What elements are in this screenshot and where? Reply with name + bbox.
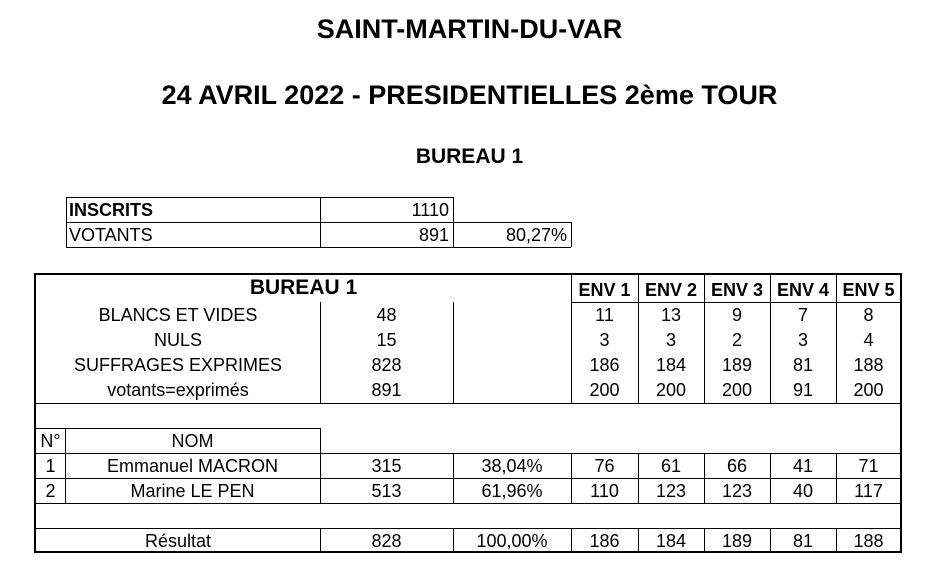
votants-label: VOTANTS: [69, 225, 153, 245]
env-header: ENV 1: [578, 280, 631, 300]
env-value: 41: [792, 456, 814, 476]
env-value: 189: [721, 531, 753, 551]
env-value: 200: [853, 380, 884, 400]
candidate-name: Emmanuel MACRON: [106, 456, 279, 476]
votants-percent: 80,27%: [505, 225, 567, 245]
row-label: NULS: [153, 330, 202, 350]
candidate-name: Marine LE PEN: [130, 481, 255, 501]
result-label: Résultat: [144, 531, 212, 551]
row-label: votants=exprimés: [107, 380, 249, 400]
env-value: 40: [792, 481, 814, 501]
env-value: 188: [853, 531, 884, 551]
inscrits-label: INSCRITS: [69, 200, 154, 220]
env-value: 200: [721, 380, 753, 400]
env-value: 110: [590, 481, 619, 501]
env-value: 81: [792, 355, 814, 375]
bureau-title: BUREAU 1: [415, 145, 524, 168]
env-value: 2: [731, 330, 742, 350]
row-total: 891: [371, 380, 402, 400]
env-value: 13: [660, 305, 682, 325]
inscrits-value: 1110: [411, 200, 449, 220]
candidate-votes: 315: [371, 456, 402, 476]
env-value: 76: [594, 456, 615, 476]
env-header: ENV 2: [644, 280, 698, 300]
env-value: 11: [595, 305, 614, 325]
page-title: SAINT-MARTIN-DU-VAR: [316, 14, 623, 44]
env-value: 186: [589, 531, 620, 551]
env-value: 3: [599, 330, 610, 350]
env-value: 200: [589, 380, 620, 400]
env-value: 189: [721, 355, 753, 375]
table-title: BUREAU 1: [249, 276, 358, 299]
env-header: ENV 4: [776, 280, 830, 300]
candidate-percent: 61,96%: [481, 481, 543, 501]
env-value: 123: [721, 481, 753, 501]
env-value: 91: [792, 380, 814, 400]
env-value: 184: [655, 531, 687, 551]
env-value: 3: [797, 330, 808, 350]
row-label: BLANCS ET VIDES: [98, 305, 258, 325]
env-value: 4: [863, 330, 874, 350]
env-value: 188: [853, 355, 884, 375]
env-value: 8: [863, 305, 874, 325]
env-value: 61: [660, 456, 682, 476]
election-title: 24 AVRIL 2022 - PRESIDENTIELLES 2ème TOU…: [161, 80, 778, 110]
env-value: 184: [655, 355, 687, 375]
env-header: ENV 3: [710, 280, 764, 300]
num-header: N°: [40, 431, 61, 451]
row-total: 48: [376, 305, 397, 325]
env-value: 123: [655, 481, 687, 501]
env-value: 81: [792, 531, 814, 551]
result-votes: 828: [371, 531, 402, 551]
row-label: SUFFRAGES EXPRIMES: [73, 355, 283, 375]
candidate-number: 2: [45, 481, 56, 501]
candidate-number: 1: [45, 456, 56, 476]
env-value: 66: [726, 456, 748, 476]
row-total: 828: [371, 355, 402, 375]
name-header: NOM: [171, 431, 214, 451]
candidate-percent: 38,04%: [481, 456, 543, 476]
row-total: 15: [376, 330, 397, 350]
env-value: 71: [858, 456, 879, 476]
result-percent: 100,00%: [476, 531, 548, 551]
env-header: ENV 5: [842, 280, 895, 300]
env-value: 3: [665, 330, 676, 350]
candidate-votes: 513: [371, 481, 402, 501]
env-value: 9: [731, 305, 742, 325]
votants-value: 891: [418, 225, 449, 245]
env-value: 7: [797, 305, 808, 325]
env-value: 200: [655, 380, 687, 400]
env-value: 186: [589, 355, 620, 375]
env-value: 117: [854, 481, 883, 501]
